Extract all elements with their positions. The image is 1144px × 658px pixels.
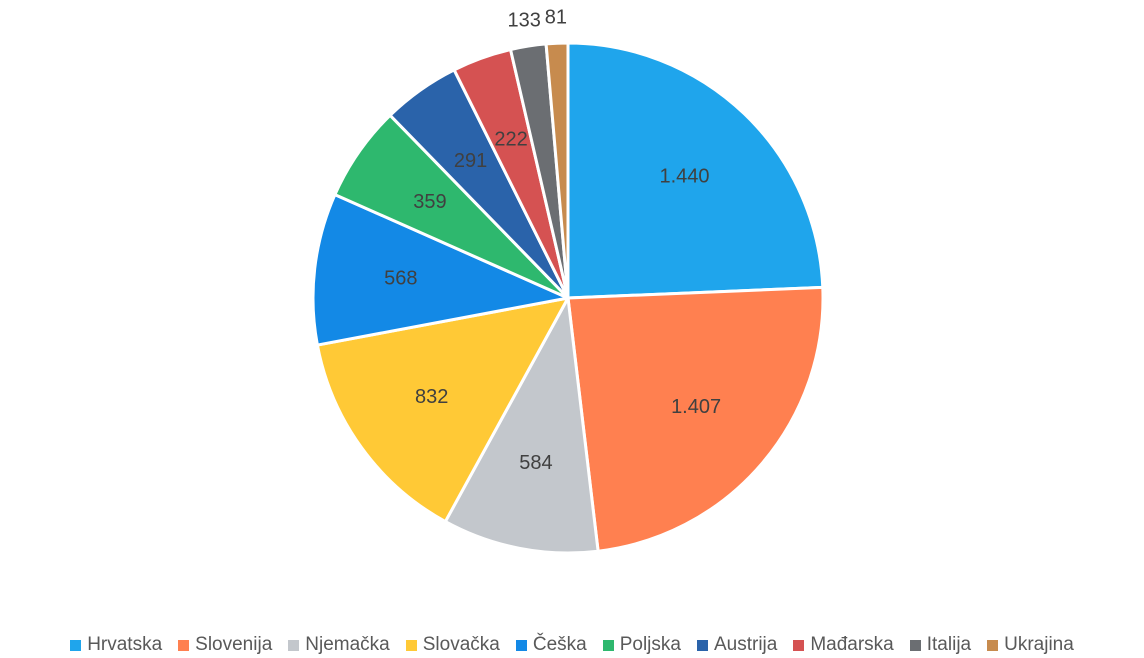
pie-slice-slovenija (566, 285, 825, 553)
data-label-njemačka: 584 (519, 452, 552, 474)
legend-swatch (793, 639, 805, 651)
data-label-poljska: 359 (413, 191, 446, 213)
pie-data-labels: 1.440 1.407 584 832 568 359 291 222 133 81 (384, 6, 721, 474)
data-label-slovačka: 832 (415, 386, 448, 408)
data-label-ukrajina: 81 (545, 6, 567, 28)
legend-swatch (602, 639, 614, 651)
pie-slice-češka (311, 193, 570, 347)
pie-slice-njemačka (443, 296, 600, 555)
legend-label: Poljska (619, 634, 681, 655)
pie-slice-hrvatska (566, 41, 825, 300)
data-label-italija: 133 (508, 9, 541, 31)
legend-swatch (70, 639, 82, 651)
legend-label: Njemačka (305, 634, 390, 655)
legend-swatch (288, 639, 300, 651)
data-label-austrija: 291 (454, 150, 487, 172)
legend-label: Mađarska (810, 634, 894, 655)
pie-slices (311, 41, 825, 555)
legend-label: Češka (532, 634, 587, 655)
legend-item-slovačka: Slovačka (405, 634, 500, 656)
legend-item-njemačka: Njemačka (288, 634, 390, 656)
legend-item-austrija: Austrija (696, 634, 778, 656)
legend-label: Italija (926, 634, 972, 655)
pie-slice-slovačka (315, 296, 570, 524)
data-label-češka: 568 (384, 268, 417, 290)
legend-label: Austrija (713, 634, 778, 655)
legend-label: Ukrajina (1004, 634, 1074, 655)
legend-item-ukrajina: Ukrajina (987, 634, 1074, 656)
legend-swatch (405, 639, 417, 651)
legend-swatch (178, 639, 190, 651)
chart-legend: Hrvatska Slovenija Njemačka Slovačka Češka Po… (0, 632, 1144, 658)
legend-label: Slovačka (422, 634, 500, 655)
legend-swatch (515, 639, 527, 651)
legend-item-italija: Italija (909, 634, 972, 656)
legend-label: Slovenija (195, 634, 273, 655)
legend-item-poljska: Poljska (602, 634, 681, 656)
pie-slice-ukrajina (544, 41, 570, 300)
legend-item-slovenija: Slovenija (178, 634, 272, 656)
legend-item-hrvatska: Hrvatska (70, 634, 162, 656)
data-label-slovenija: 1.407 (671, 396, 721, 418)
legend-swatch (987, 639, 999, 651)
legend-swatch (696, 639, 708, 651)
data-label-mađarska: 222 (494, 129, 527, 151)
legend-item-mađarska: Mađarska (793, 634, 894, 656)
legend-label: Hrvatska (87, 634, 163, 655)
data-label-hrvatska: 1.440 (659, 166, 709, 188)
legend-swatch (909, 639, 921, 651)
legend-item-češka: Češka (515, 634, 587, 656)
